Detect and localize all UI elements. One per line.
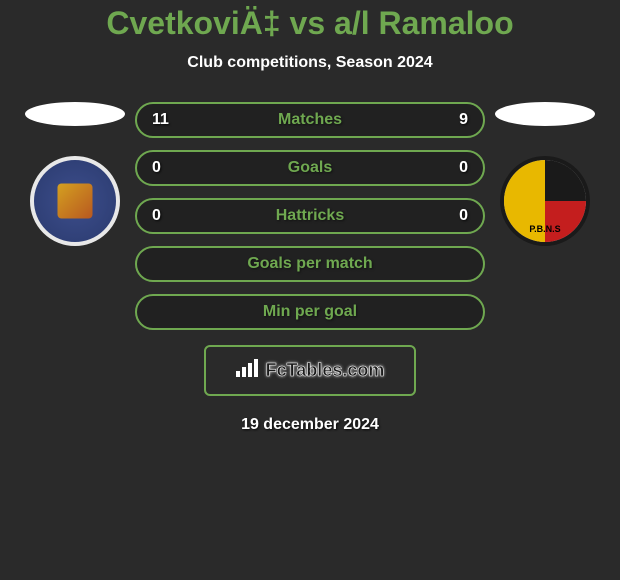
stat-row-goals-per-match: Goals per match bbox=[135, 246, 485, 282]
stat-label: Goals bbox=[288, 159, 332, 177]
stat-row-min-per-goal: Min per goal bbox=[135, 294, 485, 330]
stat-row-goals: 0 Goals 0 bbox=[135, 150, 485, 186]
page-title: CvetkoviÄ‡ vs a/l Ramaloo bbox=[106, 5, 513, 42]
main-container: CvetkoviÄ‡ vs a/l Ramaloo Club competiti… bbox=[0, 0, 620, 580]
stat-value-left: 0 bbox=[152, 207, 161, 225]
stat-label: Hattricks bbox=[276, 207, 344, 225]
right-club-badge: P.B.N.S bbox=[500, 156, 590, 246]
right-ellipse-marker bbox=[495, 102, 595, 126]
left-column bbox=[15, 102, 135, 246]
page-subtitle: Club competitions, Season 2024 bbox=[187, 54, 432, 72]
stat-label: Goals per match bbox=[247, 255, 372, 273]
stat-value-left: 0 bbox=[152, 159, 161, 177]
stat-value-right: 9 bbox=[459, 111, 468, 129]
footer-brand-badge: FcTables.com bbox=[204, 345, 417, 396]
stat-row-hattricks: 0 Hattricks 0 bbox=[135, 198, 485, 234]
stat-value-right: 0 bbox=[459, 207, 468, 225]
chart-icon bbox=[236, 359, 258, 382]
left-club-badge bbox=[30, 156, 120, 246]
content-row: 11 Matches 9 0 Goals 0 0 Hattricks 0 Goa… bbox=[0, 102, 620, 330]
footer-brand-text: FcTables.com bbox=[266, 360, 385, 381]
right-column: P.B.N.S bbox=[485, 102, 605, 246]
stat-label: Matches bbox=[278, 111, 342, 129]
left-ellipse-marker bbox=[25, 102, 125, 126]
footer-date: 19 december 2024 bbox=[241, 416, 379, 434]
stat-value-right: 0 bbox=[459, 159, 468, 177]
badge-text: P.B.N.S bbox=[529, 224, 560, 234]
stats-column: 11 Matches 9 0 Goals 0 0 Hattricks 0 Goa… bbox=[135, 102, 485, 330]
stat-row-matches: 11 Matches 9 bbox=[135, 102, 485, 138]
stat-value-left: 11 bbox=[152, 111, 169, 129]
stat-label: Min per goal bbox=[263, 303, 357, 321]
